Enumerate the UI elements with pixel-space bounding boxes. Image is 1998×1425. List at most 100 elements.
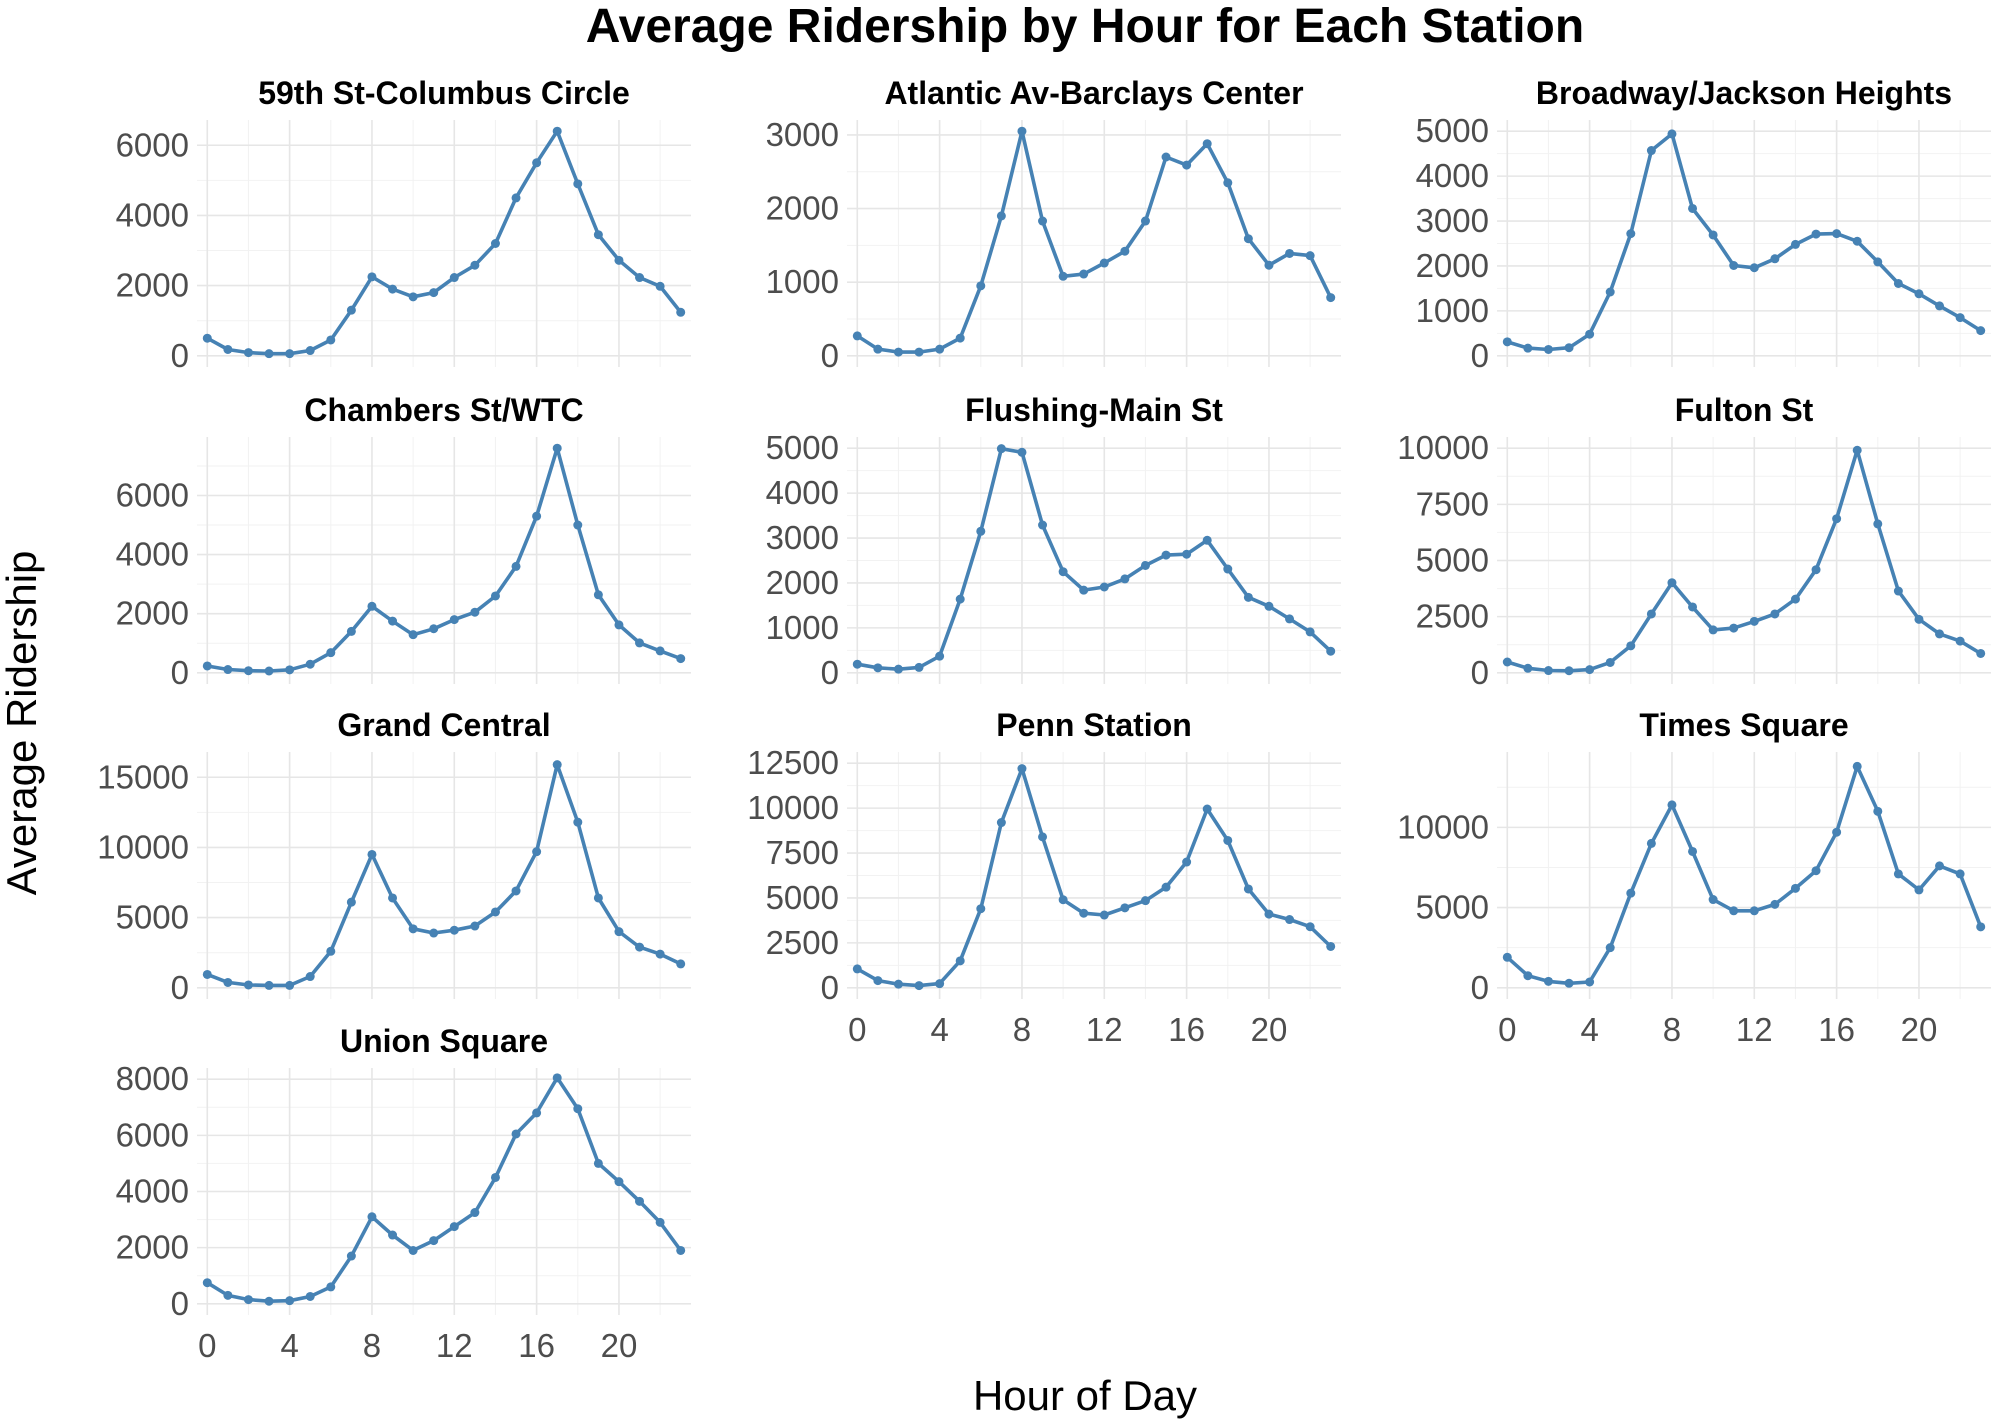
data-point xyxy=(852,659,862,669)
data-point xyxy=(1770,254,1780,264)
data-point xyxy=(1873,519,1883,529)
data-point xyxy=(1667,800,1677,810)
data-point xyxy=(1502,657,1512,667)
data-point xyxy=(243,666,253,676)
data-point xyxy=(1935,861,1945,871)
data-point xyxy=(1161,152,1171,162)
y-tick-label: 7500 xyxy=(766,834,839,871)
data-point xyxy=(1873,806,1883,816)
data-point xyxy=(1688,846,1698,856)
data-point xyxy=(449,925,459,935)
x-tick-label: 20 xyxy=(1901,1011,1938,1048)
data-point xyxy=(1058,895,1068,905)
y-tick-label: 0 xyxy=(1471,969,1489,1006)
data-point xyxy=(1017,447,1027,457)
data-point xyxy=(1770,609,1780,619)
data-point xyxy=(1646,146,1656,156)
y-tick-label: 3000 xyxy=(766,116,839,153)
panel-title: Penn Station xyxy=(996,707,1192,743)
data-point xyxy=(305,972,315,982)
data-point xyxy=(1264,601,1274,611)
data-point xyxy=(1223,178,1233,188)
data-point xyxy=(852,964,862,974)
data-point xyxy=(1182,160,1192,170)
panel-title: Broadway/Jackson Heights xyxy=(1536,75,1952,111)
data-point xyxy=(1182,857,1192,867)
y-tick-label: 6000 xyxy=(116,477,189,514)
data-point xyxy=(408,292,418,302)
y-tick-label: 6000 xyxy=(116,1116,189,1153)
data-point xyxy=(243,348,253,358)
data-point xyxy=(285,980,295,990)
y-tick-label: 4000 xyxy=(1416,157,1489,194)
y-tick-label: 6000 xyxy=(116,126,189,163)
data-point xyxy=(1243,884,1253,894)
data-point xyxy=(1223,564,1233,574)
data-point xyxy=(1873,257,1883,267)
data-point xyxy=(264,980,274,990)
data-point xyxy=(1893,586,1903,596)
data-point xyxy=(1790,239,1800,249)
data-point xyxy=(1832,514,1842,524)
data-point xyxy=(955,956,965,966)
y-tick-label: 5000 xyxy=(1416,889,1489,926)
y-tick-label: 2000 xyxy=(766,564,839,601)
data-point xyxy=(1223,835,1233,845)
data-point xyxy=(1646,609,1656,619)
data-point xyxy=(367,272,377,282)
data-point xyxy=(1790,883,1800,893)
data-point xyxy=(532,158,542,168)
data-point xyxy=(976,281,986,291)
data-point xyxy=(1626,229,1636,239)
y-tick-label: 7500 xyxy=(1416,485,1489,522)
facet-panels: 59th St-Columbus Circle0200040006000Atla… xyxy=(97,75,1991,1364)
data-point xyxy=(614,927,624,937)
data-point xyxy=(655,949,665,959)
data-point xyxy=(408,630,418,640)
data-point xyxy=(285,349,295,359)
data-point xyxy=(1832,827,1842,837)
data-point xyxy=(1955,636,1965,646)
data-point xyxy=(470,1208,480,1218)
data-point xyxy=(1305,251,1315,261)
data-point xyxy=(1326,293,1336,303)
data-point xyxy=(873,344,883,354)
data-point xyxy=(1079,908,1089,918)
panel-title: Grand Central xyxy=(337,707,550,743)
data-point xyxy=(1729,623,1739,633)
data-point xyxy=(635,942,645,952)
data-point xyxy=(1161,882,1171,892)
data-point xyxy=(470,921,480,931)
data-point xyxy=(1285,248,1295,258)
data-point xyxy=(367,601,377,611)
data-point xyxy=(996,818,1006,828)
panel-59th-st-columbus-circle: 59th St-Columbus Circle 0 2000 4000 6000 xyxy=(116,75,691,374)
y-tick-label: 2000 xyxy=(116,1229,189,1266)
data-point xyxy=(285,1296,295,1306)
data-point xyxy=(326,946,336,956)
data-point xyxy=(1955,869,1965,879)
data-point xyxy=(893,347,903,357)
data-point xyxy=(1140,216,1150,226)
x-tick-label: 12 xyxy=(1736,1011,1773,1048)
data-point xyxy=(305,346,315,356)
data-point xyxy=(1770,899,1780,909)
data-point xyxy=(1264,909,1274,919)
y-tick-label: 10000 xyxy=(1397,808,1489,845)
y-tick-label: 15000 xyxy=(97,758,189,795)
data-point xyxy=(1564,666,1574,676)
panel-broadway-jackson-heights: Broadway/Jackson Heights 0 1000 2000 3000 400… xyxy=(1416,75,1991,374)
y-tick-label: 10000 xyxy=(747,789,839,826)
x-tick-label: 16 xyxy=(518,1327,555,1364)
data-point xyxy=(346,897,356,907)
y-tick-label: 3000 xyxy=(766,519,839,556)
data-point xyxy=(1811,565,1821,575)
y-tick-label: 12500 xyxy=(747,744,839,781)
data-point xyxy=(935,651,945,661)
y-tick-label: 3000 xyxy=(1416,202,1489,239)
y-tick-label: 0 xyxy=(171,1285,189,1322)
y-tick-label: 2500 xyxy=(1416,598,1489,635)
data-point xyxy=(1305,922,1315,932)
data-point xyxy=(202,969,212,979)
